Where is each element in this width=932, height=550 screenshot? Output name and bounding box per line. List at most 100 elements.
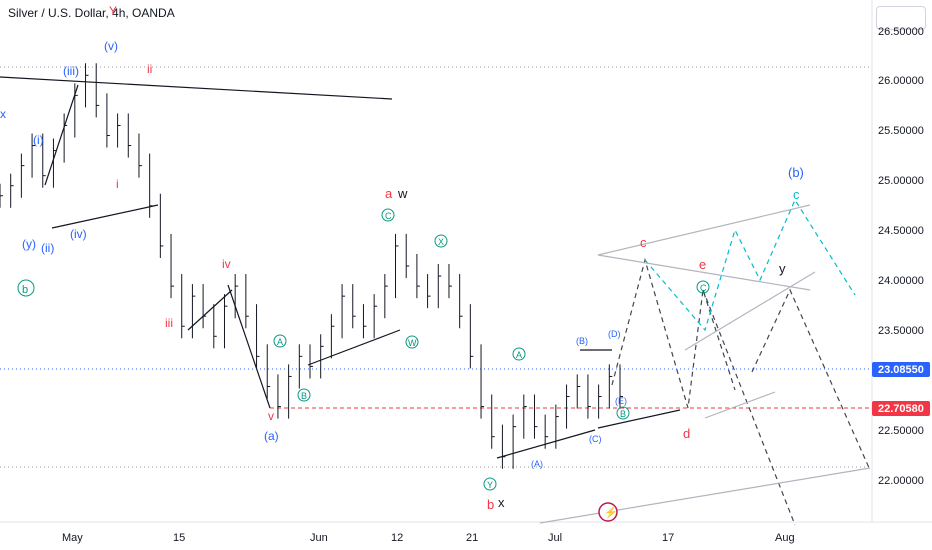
projection-path xyxy=(644,198,856,332)
wave-label: d xyxy=(683,426,690,441)
projection-path xyxy=(751,288,871,471)
trendline xyxy=(496,429,596,459)
wave-label: C xyxy=(700,283,707,293)
wave-label: ii xyxy=(147,62,152,76)
projection-paths-black xyxy=(611,257,871,526)
trendlines xyxy=(0,76,681,459)
wave-label: v xyxy=(268,409,274,423)
red-price-label: 22.70580 xyxy=(878,403,924,415)
projection-path xyxy=(702,289,796,526)
wave-label: A xyxy=(516,350,522,360)
channel-line xyxy=(597,204,811,256)
wave-label: iv xyxy=(222,257,231,271)
wave-label: (i) xyxy=(33,133,44,147)
wave-circle xyxy=(483,477,497,491)
wave-circle xyxy=(616,406,630,420)
x-tick-label: May xyxy=(62,532,83,544)
channel-line xyxy=(704,391,776,419)
channel-line xyxy=(539,467,871,524)
wave-circle xyxy=(434,234,448,248)
wave-label: a xyxy=(385,186,393,201)
trendline xyxy=(597,409,681,429)
wave-label: b xyxy=(487,497,494,512)
x-tick-label: 17 xyxy=(662,532,674,544)
wave-label: b xyxy=(22,284,28,296)
wave-label: i xyxy=(116,177,119,191)
red-price-tag xyxy=(872,401,930,416)
event-marker-icon[interactable] xyxy=(598,502,618,522)
wave-label: (E) xyxy=(615,396,627,406)
wave-circle xyxy=(297,388,311,402)
price-bars xyxy=(0,63,623,469)
y-tick-label: 25.00000 xyxy=(878,175,924,187)
y-axis: 26.50000 26.00000 25.50000 25.00000 24.5… xyxy=(878,26,924,487)
wave-label: (A) xyxy=(531,459,543,469)
wave-label: (B) xyxy=(576,336,588,346)
y-tick-label: 26.00000 xyxy=(878,75,924,87)
lightning-icon: ⚡ xyxy=(604,506,618,519)
wave-label: (y) xyxy=(22,237,36,251)
wave-label: c xyxy=(640,235,647,250)
wave-label: x xyxy=(0,107,6,121)
wave-label: (v) xyxy=(104,39,118,53)
trendline xyxy=(307,329,401,366)
price-scale-top-box[interactable] xyxy=(876,6,926,30)
x-tick-label: 12 xyxy=(391,532,403,544)
wave-label: (iv) xyxy=(70,227,87,241)
wave-label: X xyxy=(438,237,444,247)
wave-label: (C) xyxy=(589,434,602,444)
y-tick-label: 22.00000 xyxy=(878,475,924,487)
y-tick-label: 24.00000 xyxy=(878,275,924,287)
wave-label: iii xyxy=(165,316,173,330)
current-price-tag xyxy=(872,362,930,377)
x-tick-label: 21 xyxy=(466,532,478,544)
wave-label: w xyxy=(397,186,408,201)
wave-label: x xyxy=(498,495,505,510)
trendline xyxy=(44,84,79,186)
x-axis: May 15 Jun 12 21 Jul 17 Aug xyxy=(62,532,795,544)
wave-label: A xyxy=(277,337,283,347)
wave-label: e xyxy=(699,257,706,272)
wave-circle xyxy=(405,335,419,349)
wave-label: B xyxy=(301,391,307,401)
wave-label: (D) xyxy=(608,329,621,339)
y-tick-label: 23.50000 xyxy=(878,325,924,337)
x-tick-label: Jun xyxy=(310,532,328,544)
wave-circle xyxy=(273,334,287,348)
y-tick-label: 24.50000 xyxy=(878,225,924,237)
wave-label: c xyxy=(793,187,800,202)
wave-label: (a) xyxy=(264,429,279,443)
trendline xyxy=(0,76,393,100)
wave-circle xyxy=(512,347,526,361)
channel-lines xyxy=(539,204,871,524)
wave-circle xyxy=(17,279,35,297)
wave-labels: (v) (iii) (i) (y) (ii) (iv) ii i b iv ii… xyxy=(0,4,804,512)
wave-label: C xyxy=(385,211,392,221)
wave-label: W xyxy=(408,338,417,348)
x-tick-label: Aug xyxy=(775,532,795,544)
wave-label: (ii) xyxy=(41,241,54,255)
current-price-label: 23.08550 xyxy=(878,364,924,376)
y-tick-label: 25.50000 xyxy=(878,125,924,137)
trendline xyxy=(187,289,233,331)
wave-label: (iii) xyxy=(63,64,79,78)
projection-paths-cyan xyxy=(644,198,856,332)
projection-path xyxy=(611,257,736,409)
x-tick-label: 15 xyxy=(173,532,185,544)
wave-circle xyxy=(381,208,395,222)
chart-title: Silver / U.S. Dollar, 4h, OANDA xyxy=(8,6,175,20)
channel-line xyxy=(597,254,811,291)
x-tick-label: Jul xyxy=(548,532,562,544)
trendline xyxy=(227,284,271,409)
channel-line xyxy=(684,271,816,351)
wave-label: B xyxy=(620,409,626,419)
y-tick-label: 26.50000 xyxy=(878,26,924,38)
trendline xyxy=(51,204,159,229)
wave-label: (b) xyxy=(788,165,804,180)
y-tick-label: 22.50000 xyxy=(878,425,924,437)
wave-label: Y xyxy=(487,480,493,490)
wave-label: y xyxy=(779,261,786,276)
wave-label: Y xyxy=(109,4,117,18)
wave-circle xyxy=(696,280,710,294)
